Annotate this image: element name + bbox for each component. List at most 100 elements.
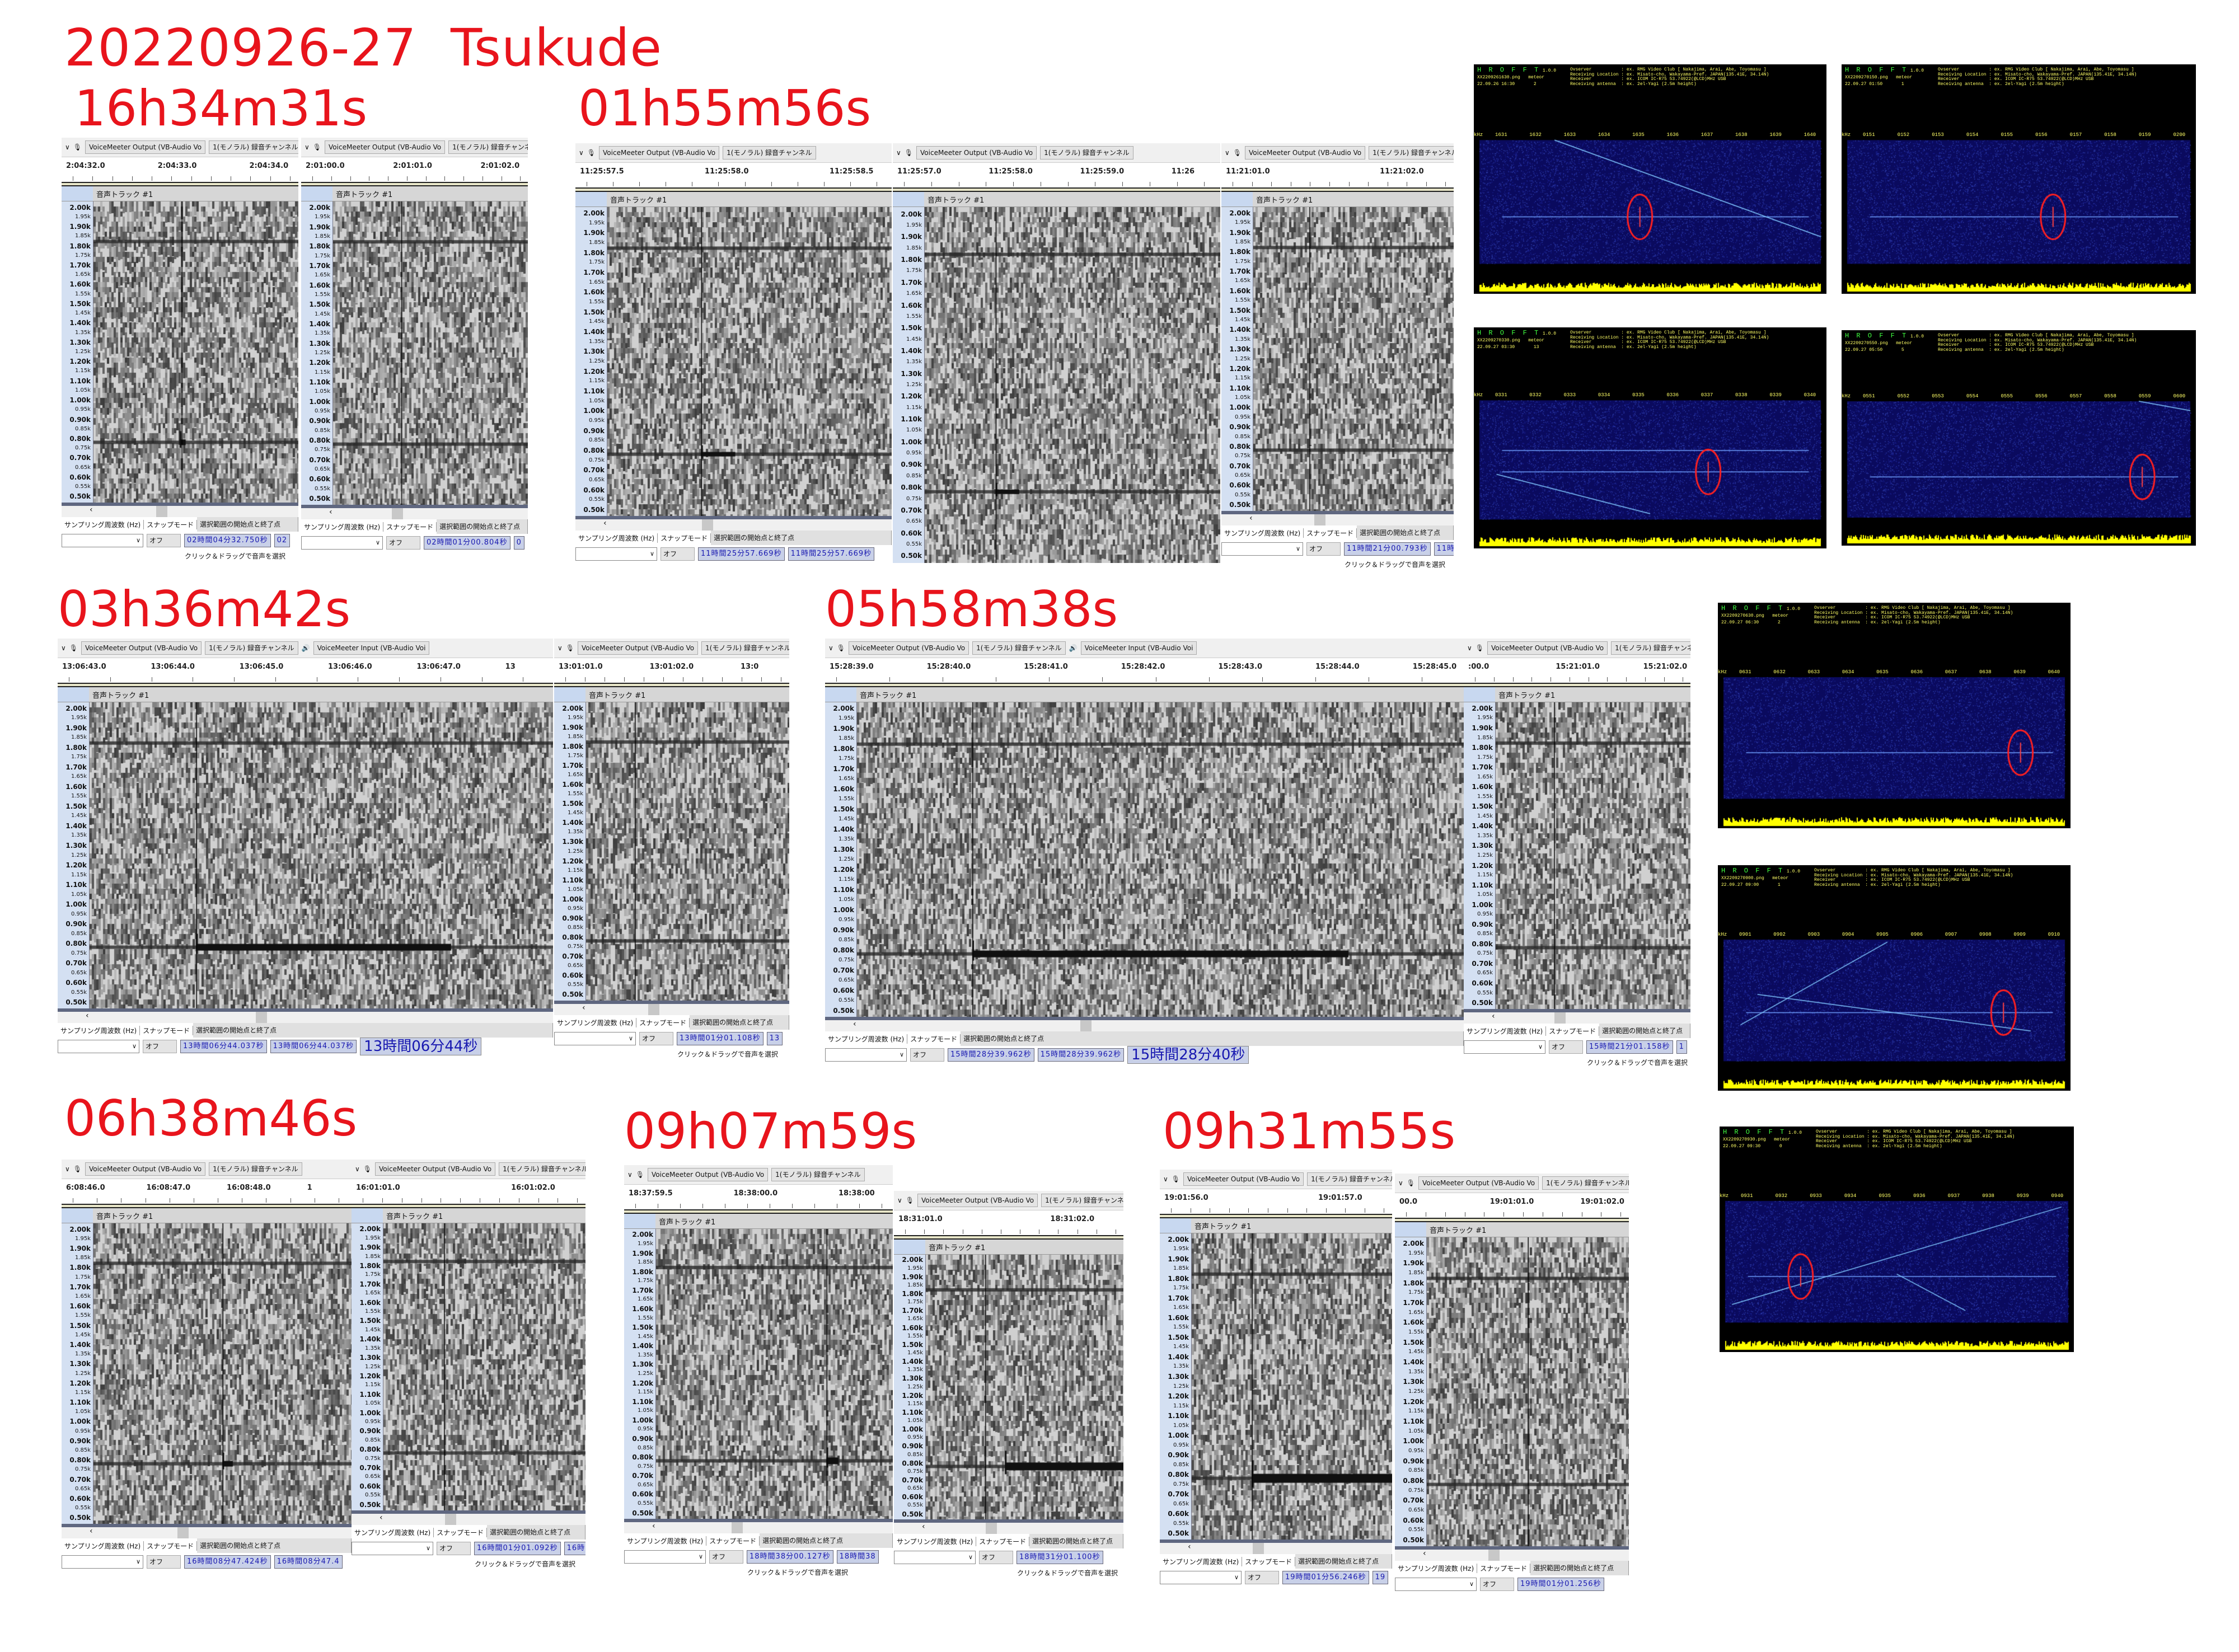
scroll-left-arrow-icon[interactable]: ‹ — [1492, 1012, 1495, 1021]
horizontal-scrollbar[interactable]: ‹ — [1221, 511, 1454, 525]
snap-mode-select[interactable]: オフ — [147, 1555, 181, 1569]
timeline-ruler[interactable]: 19:01:56.0 19:01:57.0 — [1160, 1189, 1392, 1214]
recording-channel-select[interactable]: 1(モノラル) 録音チャンネル — [1611, 641, 1690, 655]
recording-channel-select[interactable]: 1(モノラル) 録音チャンネル — [1369, 146, 1454, 159]
scrollbar-thumb[interactable] — [156, 506, 168, 517]
timeline-ruler[interactable]: 11:25:57.0 11:25:58.0 11:25:59.0 11:26 — [893, 163, 1220, 187]
spectrogram-area[interactable]: 2.00k 1.95k 1.90k 1.85k 1.80k 1.75k 1.70k 1.65k… — [894, 1255, 1123, 1519]
timeline-ruler[interactable]: :00.0 15:21:01.0 15:21:02.0 — [1464, 658, 1690, 683]
recording-channel-select[interactable]: 1(モノラル) 録音チャンネル — [209, 1162, 302, 1176]
sample-rate-select[interactable]: ∨ — [1160, 1571, 1242, 1584]
selection-time-field[interactable]: 02 — [274, 534, 291, 547]
timeline-ruler[interactable]: 18:31:01.0 18:31:02.0 — [894, 1210, 1123, 1235]
chevron-down-icon[interactable]: ∨ — [828, 644, 833, 652]
scroll-left-arrow-icon[interactable]: ‹ — [582, 1003, 585, 1012]
recording-channel-select[interactable]: 1(モノラル) 録音チャンネル — [448, 140, 528, 154]
recording-channel-select[interactable]: 1(モノラル) 録音チャンネル — [723, 146, 816, 159]
snap-mode-select[interactable]: オフ — [639, 1032, 673, 1045]
spectrogram-area[interactable]: 2.00k 1.95k 1.90k 1.85k 1.80k 1.75k 1.70k 1.65k… — [624, 1229, 893, 1519]
snap-mode-select[interactable]: オフ — [709, 1550, 743, 1564]
recording-channel-select[interactable]: 1(モノラル) 録音チャンネル — [1307, 1172, 1392, 1186]
selection-time-field[interactable]: 19 — [1372, 1571, 1389, 1584]
timeline-ruler[interactable]: 6:08:46.0 16:08:47.0 16:08:48.0 1 — [62, 1179, 352, 1204]
timeline-ruler[interactable]: 00.0 19:01:01.0 19:01:02.0 — [1395, 1193, 1629, 1218]
chevron-down-icon[interactable]: ∨ — [579, 149, 584, 157]
snap-mode-select[interactable]: オフ — [386, 536, 420, 550]
spectrogram-area[interactable]: 2.00k 1.95k 1.90k 1.85k 1.80k 1.75k 1.70k 1.65k… — [1221, 207, 1454, 511]
scrollbar-thumb[interactable] — [648, 1004, 659, 1015]
chevron-down-icon[interactable]: ∨ — [355, 1165, 360, 1173]
chevron-down-icon[interactable]: ∨ — [897, 1196, 902, 1204]
timeline-ruler[interactable]: 16:01:01.0 16:01:02.0 — [352, 1179, 585, 1204]
sample-rate-select[interactable]: ∨ — [352, 1542, 433, 1555]
snap-mode-select[interactable]: オフ — [1480, 1578, 1514, 1591]
selection-time-field[interactable]: 16時間08分47.4 — [274, 1555, 343, 1569]
sample-rate-select[interactable]: ∨ — [554, 1032, 636, 1045]
recording-channel-select[interactable]: 1(モノラル) 録音チャンネル — [972, 641, 1066, 655]
playback-device-select[interactable]: VoiceMeeter Input (VB-Audio Voi — [313, 641, 430, 655]
timeline-ruler[interactable]: 15:28:39.0 15:28:40.0 15:28:41.0 15:28:42.0… — [825, 658, 1464, 683]
track-control-area[interactable] — [62, 186, 93, 201]
scroll-left-arrow-icon[interactable]: ‹ — [1249, 514, 1253, 523]
snap-mode-select[interactable]: オフ — [143, 1040, 177, 1053]
spectrogram-area[interactable]: 2.00k 1.95k 1.90k 1.85k 1.80k 1.75k 1.70k 1.65k… — [352, 1223, 585, 1510]
scroll-left-arrow-icon[interactable]: ‹ — [329, 508, 332, 517]
scrollbar-thumb[interactable] — [392, 508, 403, 519]
spectrogram-canvas[interactable] — [586, 702, 789, 1001]
spectrogram-area[interactable]: 2.00k 1.95k 1.90k 1.85k 1.80k 1.75k 1.70k 1.65k… — [893, 207, 1220, 563]
chevron-down-icon[interactable]: ∨ — [558, 644, 563, 652]
track-control-area[interactable] — [352, 1208, 383, 1223]
selection-time-field[interactable]: 11時間25分57.669秒 — [788, 547, 875, 561]
recording-device-select[interactable]: VoiceMeeter Output (VB-Audio Vo — [85, 1162, 206, 1176]
recording-device-select[interactable]: VoiceMeeter Output (VB-Audio Vo — [578, 641, 699, 655]
selection-time-field[interactable]: 13時間01分01.108秒 — [677, 1032, 763, 1045]
track-header[interactable]: 音声トラック #1 — [301, 186, 528, 201]
scroll-left-arrow-icon[interactable]: ‹ — [86, 1011, 89, 1020]
playback-device-select[interactable]: VoiceMeeter Input (VB-Audio Voi — [1080, 641, 1197, 655]
sample-rate-select[interactable]: ∨ — [624, 1550, 706, 1564]
track-header[interactable]: 音声トラック #1 — [352, 1208, 585, 1223]
chevron-down-icon[interactable]: ∨ — [1398, 1179, 1403, 1187]
horizontal-scrollbar[interactable]: ‹ — [58, 1008, 553, 1023]
chevron-down-icon[interactable]: ∨ — [627, 1171, 633, 1179]
scroll-left-arrow-icon[interactable]: ‹ — [90, 505, 93, 514]
spectrogram-canvas[interactable] — [1253, 207, 1454, 511]
track-control-area[interactable] — [62, 1208, 93, 1223]
selection-time-field[interactable]: 13時間06分44.037秒 — [270, 1040, 357, 1053]
horizontal-scrollbar[interactable]: ‹ — [352, 1510, 585, 1525]
scrollbar-thumb[interactable] — [1488, 1550, 1500, 1561]
spectrogram-canvas[interactable] — [333, 201, 528, 505]
chevron-down-icon[interactable]: ∨ — [1467, 644, 1472, 652]
recording-device-select[interactable]: VoiceMeeter Output (VB-Audio Vo — [375, 1162, 496, 1176]
spectrogram-area[interactable]: 2.00k 1.95k 1.90k 1.85k 1.80k 1.75k 1.70k 1.65k… — [62, 201, 298, 503]
recording-device-select[interactable]: VoiceMeeter Output (VB-Audio Vo — [1487, 641, 1608, 655]
scroll-left-arrow-icon[interactable]: ‹ — [853, 1020, 856, 1029]
spectrogram-area[interactable]: 2.00k 1.95k 1.90k 1.85k 1.80k 1.75k 1.70k 1.65k… — [1464, 702, 1690, 1009]
horizontal-scrollbar[interactable]: ‹ — [575, 516, 892, 531]
selection-time-field[interactable]: 02時間04分32.750秒 — [184, 534, 271, 547]
selection-time-field[interactable]: 13時間06分44.037秒 — [180, 1040, 267, 1053]
track-header[interactable]: 音声トラック #1 — [825, 687, 1464, 702]
track-control-area[interactable] — [1221, 192, 1253, 206]
snap-mode-select[interactable]: オフ — [910, 1048, 944, 1062]
selection-time-field[interactable]: 15時間28分39.962秒 — [1037, 1048, 1125, 1062]
scrollbar-thumb[interactable] — [256, 1012, 267, 1023]
track-control-area[interactable] — [894, 1240, 925, 1254]
spectrogram-area[interactable]: 2.00k 1.95k 1.90k 1.85k 1.80k 1.75k 1.70k 1.65k… — [301, 201, 528, 505]
selection-time-field[interactable]: 1 — [1676, 1040, 1687, 1054]
recording-channel-select[interactable]: 1(モノラル) 録音チャンネル — [1542, 1176, 1629, 1190]
sample-rate-select[interactable]: ∨ — [301, 536, 383, 550]
track-header[interactable]: 音声トラック #1 — [554, 687, 789, 702]
track-control-area[interactable] — [624, 1214, 655, 1228]
track-control-area[interactable] — [1395, 1222, 1426, 1237]
track-header[interactable]: 音声トラック #1 — [1221, 192, 1454, 207]
timeline-ruler[interactable]: 13:06:43.0 13:06:44.0 13:06:45.0 13:06:46.0… — [58, 658, 553, 683]
timeline-ruler[interactable]: 11:21:01.0 11:21:02.0 — [1221, 163, 1454, 187]
chevron-down-icon[interactable]: ∨ — [896, 149, 901, 157]
snap-mode-select[interactable]: オフ — [979, 1551, 1013, 1564]
spectrogram-area[interactable]: 2.00k 1.95k 1.90k 1.85k 1.80k 1.75k 1.70k 1.65k… — [825, 702, 1464, 1017]
horizontal-scrollbar[interactable]: ‹ — [1160, 1540, 1392, 1554]
horizontal-scrollbar[interactable]: ‹ — [894, 1519, 1123, 1534]
track-control-area[interactable] — [575, 192, 607, 206]
recording-device-select[interactable]: VoiceMeeter Output (VB-Audio Vo — [85, 140, 206, 154]
